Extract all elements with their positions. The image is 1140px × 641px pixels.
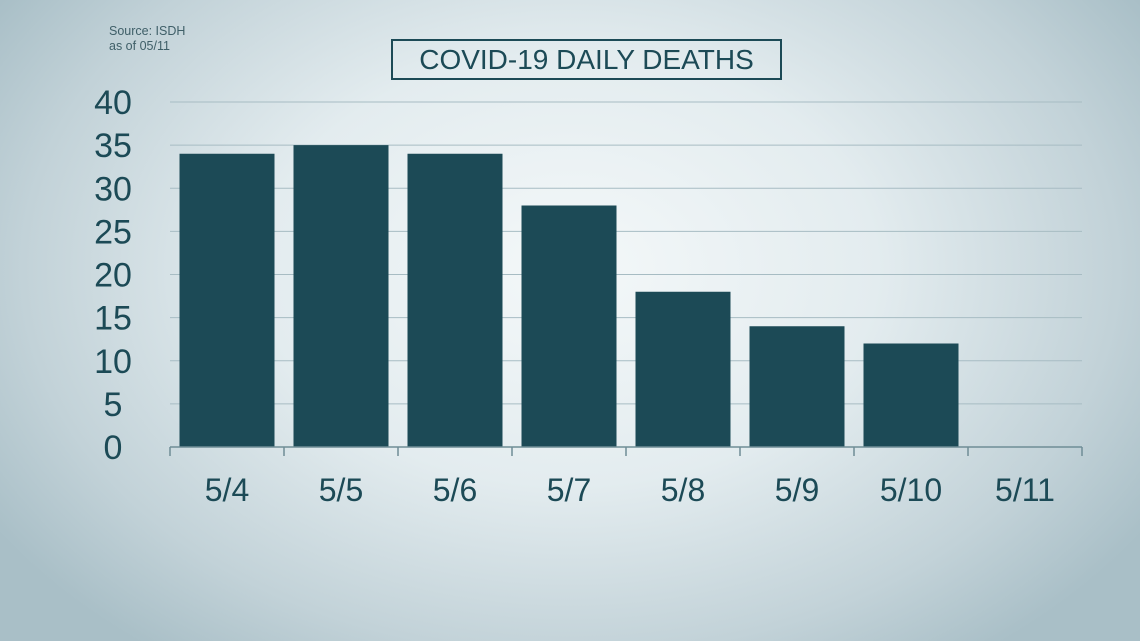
bar-5-6 [407,153,503,447]
y-tick-label: 5 [104,386,123,424]
bar-5-7 [521,205,617,447]
bar-5-4 [179,153,275,447]
x-tick-label: 5/4 [205,472,249,508]
y-tick-label: 15 [94,300,132,338]
x-tick-label: 5/9 [775,472,819,508]
x-tick-label: 5/11 [995,472,1055,508]
source-note: Source: ISDH as of 05/11 [109,24,185,54]
x-axis-tick-labels: 5/4 5/5 5/6 5/7 5/8 5/9 5/10 5/11 [205,472,1055,508]
y-tick-label: 25 [94,213,132,251]
source-line: Source: ISDH [109,24,186,38]
y-tick-label: 35 [94,127,132,165]
x-tick-label: 5/7 [547,472,591,508]
x-tick-label: 5/8 [661,472,705,508]
y-tick-label: 20 [94,257,132,295]
chart-title-box: COVID-19 DAILY DEATHS [391,39,782,80]
y-axis-tick-labels: 0 5 10 15 20 25 30 35 40 [94,84,132,467]
bar-5-10 [863,343,959,447]
y-tick-label: 0 [104,429,123,467]
bars [179,145,959,447]
chart-title: COVID-19 DAILY DEATHS [419,43,754,75]
x-tick-label: 5/6 [433,472,477,508]
bar-5-9 [749,326,845,447]
x-tick-label: 5/5 [319,472,363,508]
bar-5-8 [635,291,731,447]
y-tick-label: 30 [94,170,132,208]
x-axis [169,446,1083,456]
as-of-date: as of 05/11 [109,39,170,53]
y-tick-label: 40 [94,84,132,122]
x-tick-label: 5/10 [880,472,942,508]
bar-5-5 [293,145,389,447]
y-tick-label: 10 [94,343,132,381]
